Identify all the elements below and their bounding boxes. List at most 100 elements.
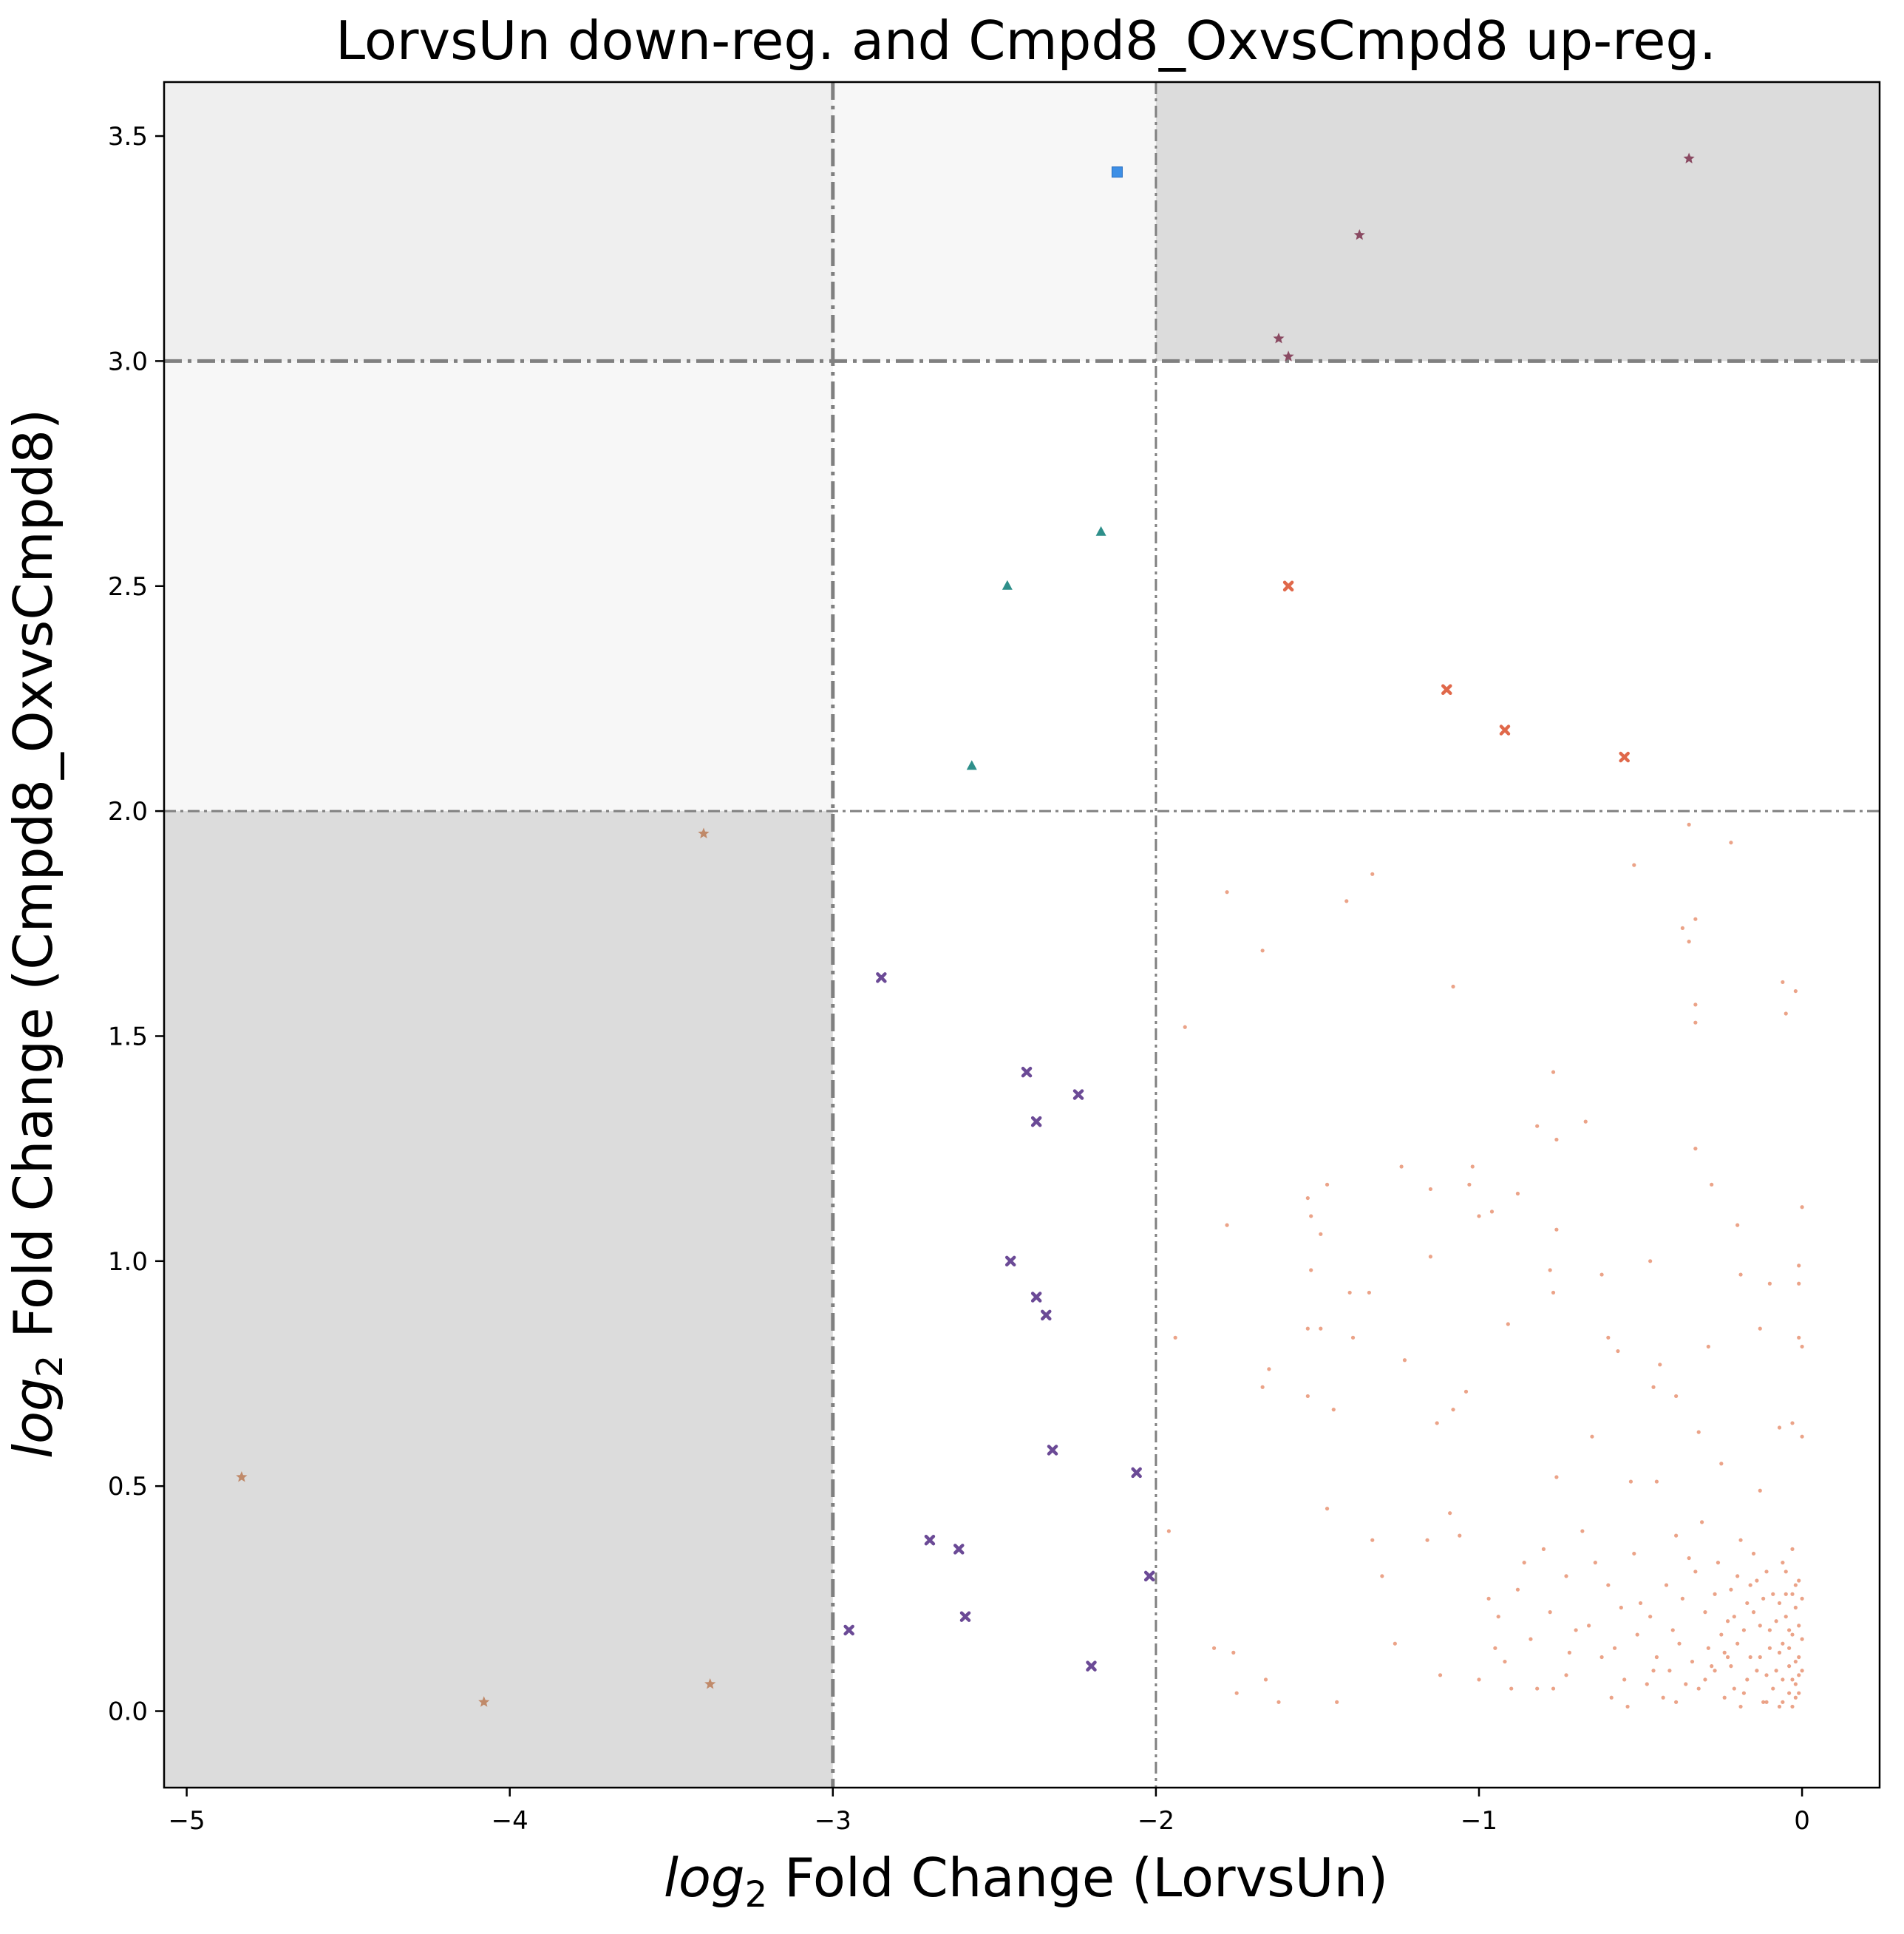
data-point-6-166 xyxy=(1661,1695,1665,1700)
data-point-6-6 xyxy=(1693,917,1698,921)
data-point-6-9 xyxy=(1260,949,1265,953)
series-3 xyxy=(1282,580,1630,763)
data-point-6-141 xyxy=(1710,1664,1714,1669)
data-point-6-78 xyxy=(1758,1488,1762,1493)
data-point-6-64 xyxy=(1651,1385,1656,1389)
data-point-6-125 xyxy=(1781,1700,1785,1704)
data-point-6-20 xyxy=(1554,1137,1559,1142)
data-point-6-183 xyxy=(1797,1655,1801,1660)
series-6 xyxy=(1166,822,1804,1709)
data-point-6-189 xyxy=(1667,1669,1672,1673)
data-point-6-40 xyxy=(1548,1268,1552,1272)
data-point-6-178 xyxy=(1777,1601,1782,1606)
data-point-6-117 xyxy=(1729,1587,1733,1592)
x-axis-label: log2 Fold Change (LorvsUn) xyxy=(664,1847,1388,1916)
plot-frame xyxy=(163,81,1881,1789)
data-point-6-46 xyxy=(1347,1290,1352,1295)
data-point-6-75 xyxy=(1790,1421,1795,1425)
data-point-6-129 xyxy=(1793,1605,1798,1610)
data-point-6-7 xyxy=(1680,926,1684,930)
data-point-6-31 xyxy=(1477,1214,1481,1218)
data-point-5-5 xyxy=(1030,1292,1042,1303)
data-point-6-16 xyxy=(1183,1025,1187,1029)
data-point-6-106 xyxy=(1574,1628,1578,1632)
data-point-6-11 xyxy=(1451,984,1455,989)
data-point-6-172 xyxy=(1735,1574,1740,1578)
data-point-6-24 xyxy=(1467,1182,1472,1187)
y-tick-label-3: 1.5 xyxy=(108,1022,148,1051)
data-point-6-55 xyxy=(1319,1326,1323,1331)
y-tick-label-2: 1.0 xyxy=(108,1247,148,1277)
data-point-6-163 xyxy=(1612,1646,1617,1650)
data-point-6-142 xyxy=(1716,1561,1721,1565)
data-point-6-54 xyxy=(1305,1326,1310,1331)
x-tick-label-0: −5 xyxy=(169,1806,205,1836)
data-point-6-18 xyxy=(1583,1119,1588,1124)
data-point-6-188 xyxy=(1619,1605,1623,1610)
data-point-3-3 xyxy=(1619,751,1630,763)
data-point-6-114 xyxy=(1703,1610,1707,1615)
data-point-6-195 xyxy=(1741,1628,1747,1632)
data-point-6-179 xyxy=(1781,1641,1785,1646)
shaded-region-4 xyxy=(164,811,833,1788)
data-point-6-38 xyxy=(1428,1255,1433,1259)
data-point-6-105 xyxy=(1548,1610,1552,1615)
data-point-6-137 xyxy=(1645,1682,1649,1686)
y-axis: 0.0 0.5 1.0 1.5 2.0 2.5 3.0 3.5 xyxy=(108,122,164,1727)
shaded-region-2 xyxy=(164,361,833,812)
data-point-6-98 xyxy=(1503,1659,1507,1664)
data-point-6-51 xyxy=(1506,1322,1510,1326)
data-point-6-219 xyxy=(1790,1704,1795,1709)
data-point-6-122 xyxy=(1764,1673,1769,1677)
data-point-5-14 xyxy=(1086,1660,1097,1672)
data-point-6-91 xyxy=(1211,1646,1217,1650)
data-point-6-148 xyxy=(1755,1578,1759,1583)
data-point-6-74 xyxy=(1800,1434,1804,1439)
data-point-3-0 xyxy=(1282,580,1294,592)
data-point-6-36 xyxy=(1319,1232,1323,1236)
data-point-5-11 xyxy=(1143,1570,1155,1582)
data-point-6-73 xyxy=(1777,1425,1782,1430)
data-point-6-82 xyxy=(1628,1479,1633,1484)
data-point-6-146 xyxy=(1745,1601,1750,1606)
data-point-6-25 xyxy=(1325,1182,1330,1187)
series-2 xyxy=(966,526,1106,770)
data-point-6-217 xyxy=(1764,1700,1769,1704)
data-point-6-50 xyxy=(1173,1335,1177,1340)
y-tick-label-4: 2.0 xyxy=(108,797,148,827)
data-point-6-69 xyxy=(1451,1408,1455,1412)
data-point-6-127 xyxy=(1787,1628,1792,1632)
data-point-6-21 xyxy=(1693,1147,1698,1151)
data-point-6-187 xyxy=(1593,1561,1597,1565)
data-point-6-61 xyxy=(1402,1358,1407,1363)
data-point-6-186 xyxy=(1541,1547,1546,1551)
data-point-6-2 xyxy=(1632,863,1636,867)
data-point-6-123 xyxy=(1771,1592,1775,1596)
data-point-6-171 xyxy=(1729,1664,1733,1669)
data-point-6-181 xyxy=(1790,1547,1795,1551)
data-point-6-99 xyxy=(1535,1686,1540,1691)
data-point-6-158 xyxy=(1800,1669,1804,1673)
data-point-6-164 xyxy=(1625,1704,1630,1709)
y-tick-label-7: 3.5 xyxy=(108,122,148,152)
data-point-6-34 xyxy=(1735,1223,1740,1227)
data-point-0-0 xyxy=(1111,166,1123,178)
data-point-4-1 xyxy=(236,1471,248,1482)
data-point-6-109 xyxy=(1638,1601,1643,1606)
y-tick-label-0: 0.0 xyxy=(108,1697,148,1727)
data-point-6-89 xyxy=(1325,1507,1330,1511)
chart-title: LorvsUn down-reg. and Cmpd8_OxvsCmpd8 up… xyxy=(336,10,1716,72)
data-point-6-85 xyxy=(1564,1574,1568,1578)
data-point-6-149 xyxy=(1761,1700,1766,1704)
data-point-6-180 xyxy=(1787,1664,1792,1669)
data-point-6-212 xyxy=(1651,1669,1656,1673)
data-point-5-7 xyxy=(1047,1445,1058,1456)
data-point-6-12 xyxy=(1793,988,1798,994)
data-point-4-0 xyxy=(698,827,710,838)
shaded-region-1 xyxy=(832,82,1156,362)
data-point-6-104 xyxy=(1486,1596,1491,1601)
data-point-6-107 xyxy=(1606,1583,1611,1587)
data-point-6-173 xyxy=(1745,1677,1750,1682)
y-tick-label-1: 0.5 xyxy=(108,1472,148,1502)
data-point-6-97 xyxy=(1493,1646,1497,1650)
